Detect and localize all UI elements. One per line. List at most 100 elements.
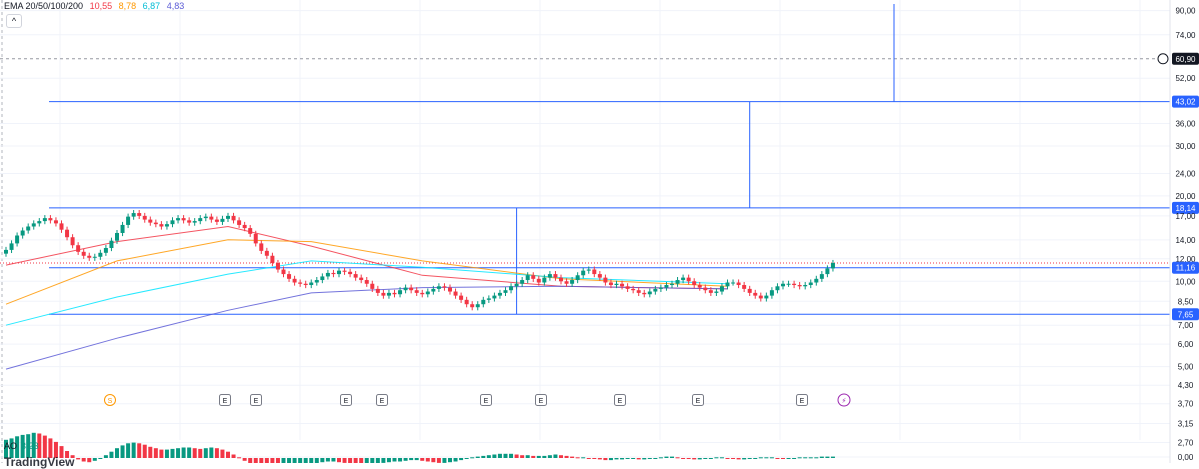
ema-legend[interactable]: EMA 20/50/100/200 10,55 8,78 6,87 4,83 [4, 1, 188, 11]
ao-bar [581, 457, 586, 459]
candle-body [386, 292, 391, 296]
ao-bar [497, 453, 502, 458]
candle-body [497, 292, 502, 296]
candle-body [203, 216, 208, 219]
ao-bar [26, 434, 31, 458]
candle-body [575, 275, 580, 281]
candle-body [15, 235, 20, 244]
ao-bar [153, 448, 158, 458]
candle-body [92, 256, 97, 258]
candle-body [115, 232, 119, 241]
ao-bar [509, 453, 514, 458]
ao-bar [320, 458, 325, 463]
candle-body [664, 285, 669, 288]
candle-body [681, 277, 686, 281]
ao-bar [392, 458, 397, 462]
ao-bar [181, 447, 186, 458]
candle-body [53, 220, 58, 224]
candle-body [309, 282, 314, 286]
ao-bar [220, 449, 225, 458]
ao-bar [231, 454, 236, 458]
candle-body [431, 288, 436, 292]
ao-bar [697, 458, 702, 460]
candle-body [781, 283, 785, 287]
ao-bar [70, 455, 75, 458]
ao-bar [453, 458, 458, 462]
ao-bar [298, 458, 303, 469]
candle-body [164, 224, 169, 227]
price-label: 11,16 [1176, 264, 1196, 273]
ao-bar [120, 445, 125, 458]
candle-body [764, 295, 769, 299]
ao-bar [65, 451, 70, 458]
candle-body [719, 286, 724, 292]
lightning-icon [837, 393, 851, 407]
candle-body [481, 299, 486, 305]
candle-body [603, 277, 608, 283]
price-tick-label: 24,00 [1175, 169, 1196, 178]
candle-body [42, 218, 47, 222]
ao-bar [31, 432, 36, 458]
candle-body [509, 286, 514, 291]
candle-body [608, 282, 613, 286]
candle-body [398, 290, 403, 295]
level-layer [0, 4, 1170, 315]
ao-bar [275, 458, 280, 469]
price-tick-label: 14,00 [1175, 236, 1196, 245]
price-label: 18,14 [1175, 204, 1196, 213]
ao-bar [348, 458, 353, 464]
candle-body [714, 291, 719, 293]
ao-bar [459, 458, 464, 461]
candle-body [220, 218, 225, 222]
split-event-label: S [108, 398, 113, 405]
candle-body [464, 299, 469, 305]
ao-bar [753, 458, 758, 459]
ema-line [5, 260, 728, 326]
candle-body [620, 283, 625, 287]
ao-bar [226, 451, 230, 458]
candle-body [76, 245, 81, 252]
ema-line [5, 239, 728, 305]
candle-body [631, 288, 636, 291]
candle-body [792, 283, 797, 286]
ao-bar [81, 458, 86, 462]
ao-bar [564, 455, 569, 458]
candle-body [226, 215, 230, 219]
candle-body [292, 278, 297, 283]
candle-body [769, 290, 774, 296]
candle-body [98, 252, 103, 257]
candle-body [658, 287, 663, 289]
ao-bar [176, 448, 181, 458]
candle-body [448, 287, 452, 292]
ao-bar [647, 458, 652, 459]
candle-body [181, 218, 186, 221]
earnings-event-marker [480, 394, 492, 406]
ao-bar [614, 458, 619, 460]
ao-bar [658, 457, 663, 459]
collapse-legend-button[interactable]: ^ [6, 14, 22, 28]
ao-bar [37, 433, 42, 458]
ao-bar [686, 458, 691, 459]
ao-bar [625, 458, 630, 459]
earnings-event-label: E [696, 398, 701, 405]
ao-bar [164, 449, 169, 458]
ao-bar [442, 458, 447, 463]
ao-legend[interactable]: AO 3,23 [4, 441, 39, 451]
level-badge [1172, 261, 1199, 274]
ao-bar [20, 434, 25, 458]
candle-body [525, 275, 530, 281]
earnings-event-label: E [539, 398, 544, 405]
ao-bar [808, 457, 813, 459]
ao-bar [492, 454, 497, 458]
candle-body [625, 286, 630, 289]
price-label: 60,90 [1175, 55, 1196, 64]
ao-bar [547, 455, 552, 458]
ao-bar [364, 458, 369, 465]
candle-body [59, 223, 64, 230]
price-tick-label: 90,00 [1175, 7, 1196, 16]
candle-body [342, 270, 347, 272]
earnings-event-label: E [380, 398, 385, 405]
ao-bar [337, 458, 341, 463]
